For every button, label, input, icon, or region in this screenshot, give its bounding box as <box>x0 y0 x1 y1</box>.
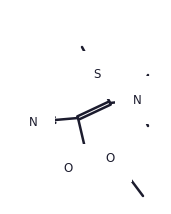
Text: O: O <box>63 162 73 174</box>
Text: S: S <box>93 68 101 82</box>
Text: O: O <box>105 152 115 165</box>
Text: N: N <box>29 116 37 128</box>
Text: N: N <box>133 94 141 107</box>
